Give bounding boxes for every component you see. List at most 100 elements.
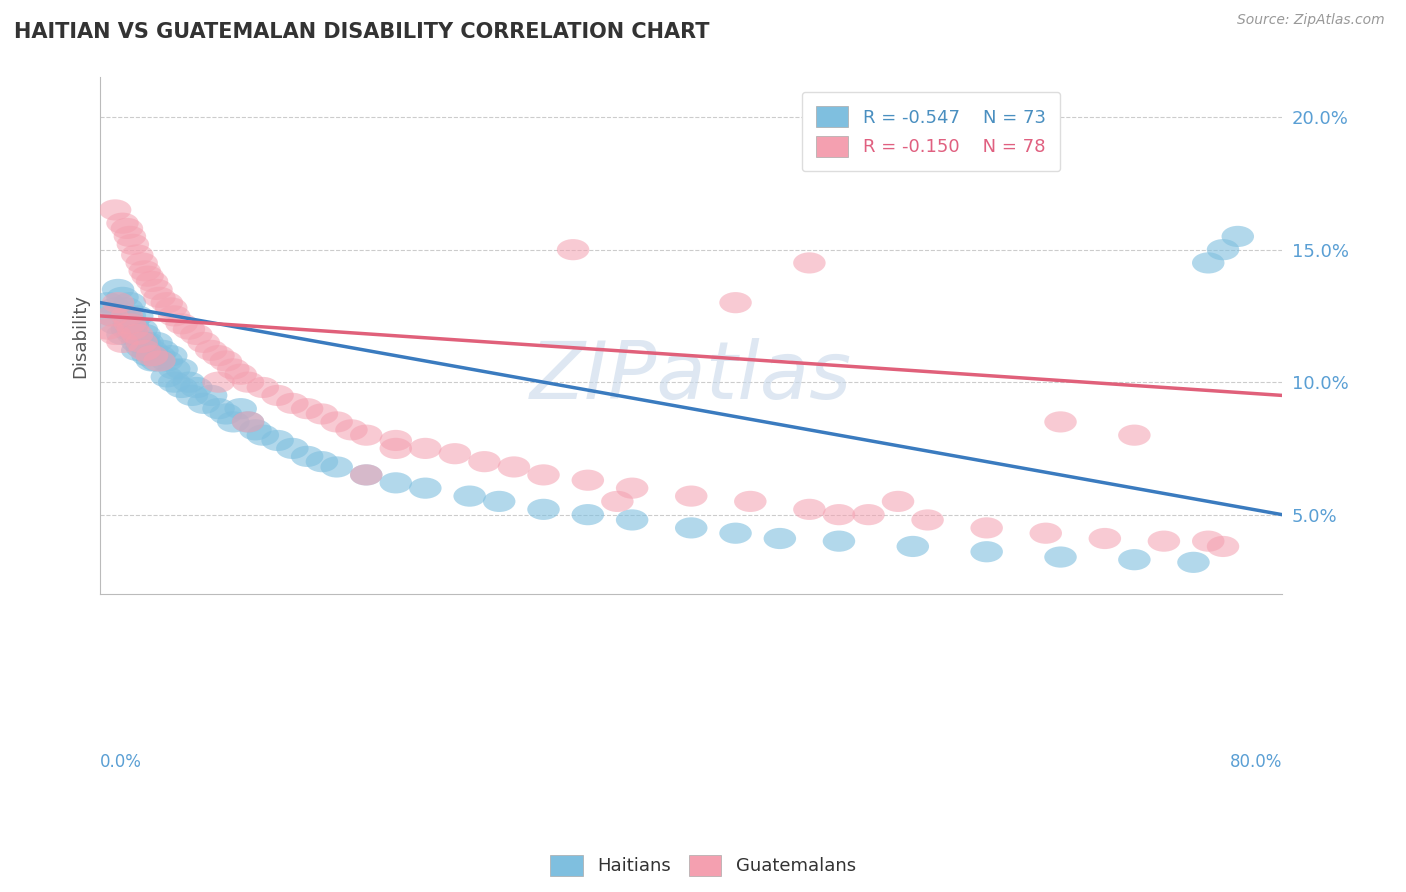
Ellipse shape [195, 340, 228, 361]
Ellipse shape [121, 244, 153, 266]
Ellipse shape [970, 541, 1002, 562]
Ellipse shape [107, 212, 139, 234]
Ellipse shape [897, 536, 929, 557]
Ellipse shape [136, 340, 169, 361]
Ellipse shape [823, 531, 855, 552]
Ellipse shape [91, 318, 124, 340]
Ellipse shape [305, 451, 339, 472]
Ellipse shape [572, 469, 605, 491]
Ellipse shape [111, 318, 143, 340]
Ellipse shape [350, 465, 382, 485]
Ellipse shape [970, 517, 1002, 539]
Ellipse shape [380, 472, 412, 493]
Ellipse shape [675, 485, 707, 507]
Ellipse shape [468, 451, 501, 472]
Ellipse shape [111, 305, 143, 326]
Ellipse shape [155, 297, 187, 318]
Ellipse shape [1192, 531, 1225, 552]
Legend: R = -0.547    N = 73, R = -0.150    N = 78: R = -0.547 N = 73, R = -0.150 N = 78 [801, 92, 1060, 171]
Text: Source: ZipAtlas.com: Source: ZipAtlas.com [1237, 13, 1385, 28]
Ellipse shape [572, 504, 605, 525]
Ellipse shape [117, 318, 149, 340]
Ellipse shape [114, 292, 146, 313]
Ellipse shape [121, 332, 153, 353]
Ellipse shape [675, 517, 707, 539]
Ellipse shape [1029, 523, 1062, 544]
Ellipse shape [176, 384, 208, 406]
Ellipse shape [1177, 552, 1209, 573]
Ellipse shape [173, 372, 205, 392]
Ellipse shape [180, 376, 212, 398]
Ellipse shape [734, 491, 766, 512]
Ellipse shape [150, 351, 183, 372]
Ellipse shape [166, 359, 198, 379]
Ellipse shape [180, 324, 212, 345]
Ellipse shape [91, 292, 124, 313]
Ellipse shape [262, 384, 294, 406]
Ellipse shape [96, 305, 128, 326]
Ellipse shape [166, 313, 198, 334]
Ellipse shape [232, 411, 264, 433]
Ellipse shape [276, 392, 309, 414]
Ellipse shape [1118, 425, 1150, 446]
Ellipse shape [852, 504, 884, 525]
Ellipse shape [155, 345, 187, 367]
Ellipse shape [141, 351, 173, 372]
Ellipse shape [439, 443, 471, 465]
Ellipse shape [101, 279, 135, 300]
Ellipse shape [1206, 536, 1239, 557]
Ellipse shape [121, 340, 153, 361]
Ellipse shape [166, 376, 198, 398]
Ellipse shape [911, 509, 943, 531]
Ellipse shape [350, 465, 382, 485]
Ellipse shape [763, 528, 796, 549]
Ellipse shape [335, 419, 368, 441]
Ellipse shape [114, 226, 146, 247]
Ellipse shape [793, 252, 825, 274]
Ellipse shape [125, 252, 157, 274]
Ellipse shape [150, 292, 183, 313]
Ellipse shape [98, 199, 131, 220]
Ellipse shape [111, 218, 143, 239]
Ellipse shape [380, 438, 412, 459]
Ellipse shape [114, 318, 146, 340]
Ellipse shape [202, 372, 235, 392]
Ellipse shape [146, 340, 179, 361]
Ellipse shape [970, 133, 1002, 154]
Ellipse shape [882, 491, 914, 512]
Ellipse shape [125, 332, 157, 353]
Ellipse shape [117, 234, 149, 255]
Ellipse shape [98, 324, 131, 345]
Ellipse shape [187, 332, 219, 353]
Ellipse shape [125, 337, 157, 359]
Ellipse shape [823, 504, 855, 525]
Ellipse shape [239, 419, 271, 441]
Ellipse shape [143, 286, 176, 308]
Ellipse shape [793, 499, 825, 520]
Ellipse shape [720, 523, 752, 544]
Ellipse shape [527, 465, 560, 485]
Ellipse shape [209, 403, 242, 425]
Ellipse shape [131, 266, 165, 286]
Ellipse shape [121, 324, 153, 345]
Ellipse shape [128, 340, 160, 361]
Ellipse shape [321, 457, 353, 477]
Ellipse shape [291, 446, 323, 467]
Ellipse shape [276, 438, 309, 459]
Ellipse shape [107, 324, 139, 345]
Text: HAITIAN VS GUATEMALAN DISABILITY CORRELATION CHART: HAITIAN VS GUATEMALAN DISABILITY CORRELA… [14, 22, 710, 42]
Text: 0.0%: 0.0% [100, 753, 142, 771]
Text: ZIPatlas: ZIPatlas [530, 338, 852, 417]
Ellipse shape [232, 411, 264, 433]
Ellipse shape [321, 411, 353, 433]
Ellipse shape [141, 279, 173, 300]
Ellipse shape [101, 292, 135, 313]
Ellipse shape [602, 491, 634, 512]
Ellipse shape [1206, 239, 1239, 260]
Ellipse shape [136, 271, 169, 292]
Ellipse shape [107, 286, 139, 308]
Ellipse shape [262, 430, 294, 451]
Ellipse shape [225, 364, 257, 384]
Ellipse shape [1045, 411, 1077, 433]
Ellipse shape [98, 313, 131, 334]
